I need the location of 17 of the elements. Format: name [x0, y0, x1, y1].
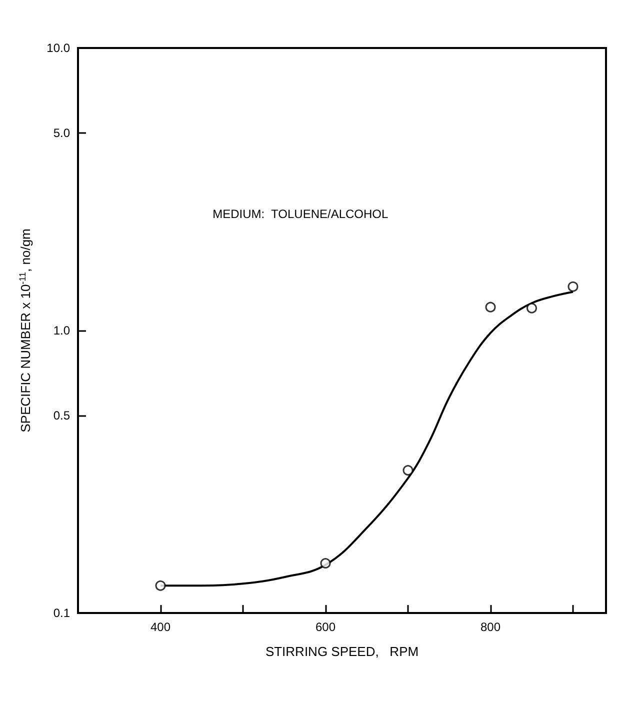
- point: [402, 465, 414, 476]
- x-tick-label: 600: [315, 620, 336, 634]
- x-tick-label: 400: [150, 620, 171, 634]
- point: [320, 558, 331, 568]
- point: [155, 580, 166, 591]
- y-tick-label: 0.1: [53, 606, 70, 620]
- y-tick-label: 1.0: [53, 324, 70, 338]
- y-tick-label: 0.5: [53, 408, 70, 423]
- point: [485, 302, 496, 312]
- annotation: MEDIUM: TOLUENE/ALCOHOL: [212, 207, 389, 221]
- y-axis-title: SPECIFIC NUMBER x 10-11, no/gm: [18, 228, 33, 432]
- y-tick-label: 10.0: [46, 41, 70, 55]
- point: [526, 302, 537, 314]
- y-tick-label: 5.0: [53, 126, 70, 140]
- x-axis-title: STIRRING SPEED, RPM: [265, 644, 419, 659]
- x-tick-label: 800: [480, 620, 501, 634]
- point: [568, 281, 578, 292]
